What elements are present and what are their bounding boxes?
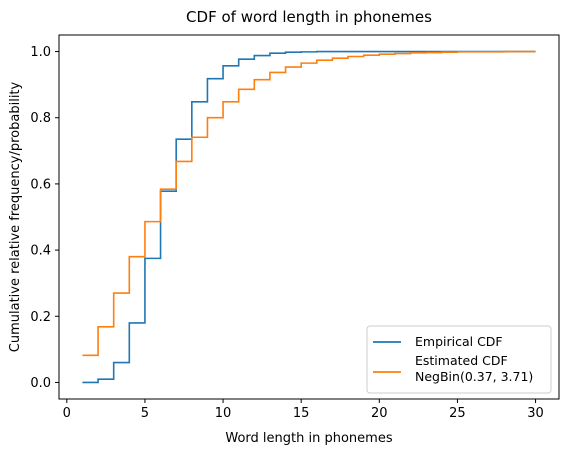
x-tick-label: 0 (63, 406, 71, 421)
x-tick-label: 30 (527, 406, 544, 421)
y-tick-label: 0.6 (30, 177, 51, 192)
legend-label-estimated-cdf: Estimated CDF NegBin(0.37, 3.71) (415, 353, 533, 384)
series-line-empirical-cdf (82, 50, 536, 384)
y-axis: 0.0 0.2 0.4 0.6 0.8 1.0 (30, 45, 59, 391)
chart-title: CDF of word length in phonemes (186, 8, 432, 26)
y-tick-label: 1.0 (30, 45, 51, 60)
y-tick-label: 0.4 (30, 244, 51, 259)
x-tick-label: 25 (449, 406, 466, 421)
legend-box (366, 325, 552, 394)
y-tick-label: 0.0 (30, 376, 51, 391)
x-tick-label: 20 (371, 406, 388, 421)
x-axis-label: Word length in phonemes (225, 431, 392, 446)
y-tick-label: 0.8 (30, 111, 51, 126)
y-axis-label: Cumulative relative frequency/probabilit… (8, 81, 23, 352)
x-tick-label: 15 (293, 406, 310, 421)
y-tick-label: 0.2 (30, 310, 51, 325)
x-axis: 0 5 10 15 20 25 30 (63, 399, 544, 421)
series-line-estimated-cdf (82, 50, 536, 357)
plot-area (82, 50, 536, 384)
x-tick-label: 5 (141, 406, 149, 421)
legend: Empirical CDF Estimated CDF NegBin(0.37, 3… (366, 325, 552, 394)
plot-frame (58, 34, 560, 400)
legend-label-empirical-cdf: Empirical CDF (415, 334, 503, 349)
x-tick-label: 10 (215, 406, 232, 421)
